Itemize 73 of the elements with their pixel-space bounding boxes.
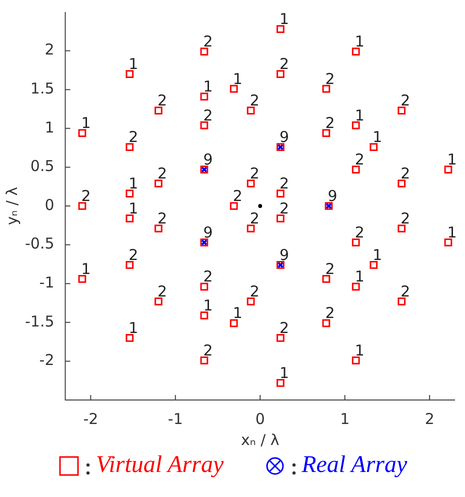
y-tick-label: -1: [39, 273, 54, 292]
annotation: 1: [447, 223, 457, 242]
annotation: 1: [128, 199, 138, 218]
y-tick-label: -1.5: [24, 312, 54, 330]
annotation: 2: [400, 210, 410, 228]
y-tick-label: -2: [39, 351, 54, 370]
y-tick-label: 1: [44, 118, 54, 136]
annotation: 1: [447, 150, 457, 169]
annotation: 2: [157, 210, 168, 228]
annotation: 2: [279, 55, 290, 74]
annotation: 2: [354, 150, 364, 169]
annotation: 2: [203, 341, 213, 360]
y-tick-label: 0.5: [30, 157, 54, 176]
annotation: 2: [203, 32, 213, 51]
annotation: 2: [279, 174, 290, 193]
x-tick-label: -1: [168, 410, 183, 428]
x-tick-label: 0: [255, 410, 265, 428]
annotation: 1: [372, 246, 382, 264]
annotation: 1: [372, 128, 382, 146]
annotation: 2: [81, 187, 91, 205]
annotation: 1: [354, 268, 364, 286]
annotation: 1: [232, 70, 242, 88]
annotation: 1: [128, 55, 138, 74]
annotation: 1: [81, 260, 91, 278]
annotation: 2: [325, 70, 335, 88]
annotation: 2: [279, 199, 290, 218]
annotation: 9: [203, 223, 213, 242]
annotation: 2: [400, 92, 410, 110]
annotation: 2: [400, 282, 410, 300]
annotation: 9: [279, 128, 290, 146]
y-tick-label: 0: [44, 196, 54, 214]
y-axis-title: yₙ / λ: [2, 186, 21, 226]
annotation: 2: [232, 187, 242, 205]
text: Real Array: [302, 452, 408, 479]
annotation: 2: [325, 260, 335, 278]
x-tick-label: 1: [340, 410, 350, 428]
annotation: 2: [250, 164, 260, 182]
annotation: 2: [203, 106, 213, 124]
x-tick-label: 2: [424, 410, 434, 428]
annotation: 1: [279, 10, 290, 28]
annotation: 2: [128, 128, 138, 146]
x-axis-title: xₙ / λ: [240, 430, 280, 449]
text: Virtual Array: [96, 452, 224, 479]
y-tick-label: 2: [44, 40, 54, 59]
annotation: 2: [354, 223, 364, 242]
x-tick-label: -2: [83, 410, 98, 428]
annotation: 1: [128, 318, 138, 337]
annotation: 2: [250, 92, 260, 110]
annotation: 9: [328, 187, 338, 205]
annotation: 2: [325, 304, 335, 322]
annotation: 1: [128, 174, 138, 193]
y-tick-label: 1.5: [30, 79, 54, 98]
annotation: 2: [250, 282, 260, 300]
annotation: 1: [203, 296, 213, 314]
y-tick-label: -0.5: [24, 234, 54, 253]
annotation: 2: [128, 246, 138, 264]
annotation: 2: [157, 164, 168, 182]
annotation: 2: [325, 114, 335, 132]
annotation: 2: [203, 268, 213, 286]
annotation: 1: [279, 364, 290, 382]
annotation: 2: [157, 92, 168, 110]
annotation: 2: [250, 210, 260, 228]
annotation: 2: [400, 164, 410, 182]
annotation: 9: [203, 150, 213, 169]
annotation: 9: [279, 246, 290, 264]
annotation: 2: [157, 282, 168, 300]
annotation: 1: [203, 78, 213, 96]
annotation: 1: [354, 32, 364, 51]
annotation: 1: [232, 304, 242, 322]
annotation: 2: [279, 318, 290, 337]
annotation: 1: [81, 114, 91, 132]
annotation: 1: [354, 341, 364, 360]
annotation: 1: [354, 106, 364, 124]
